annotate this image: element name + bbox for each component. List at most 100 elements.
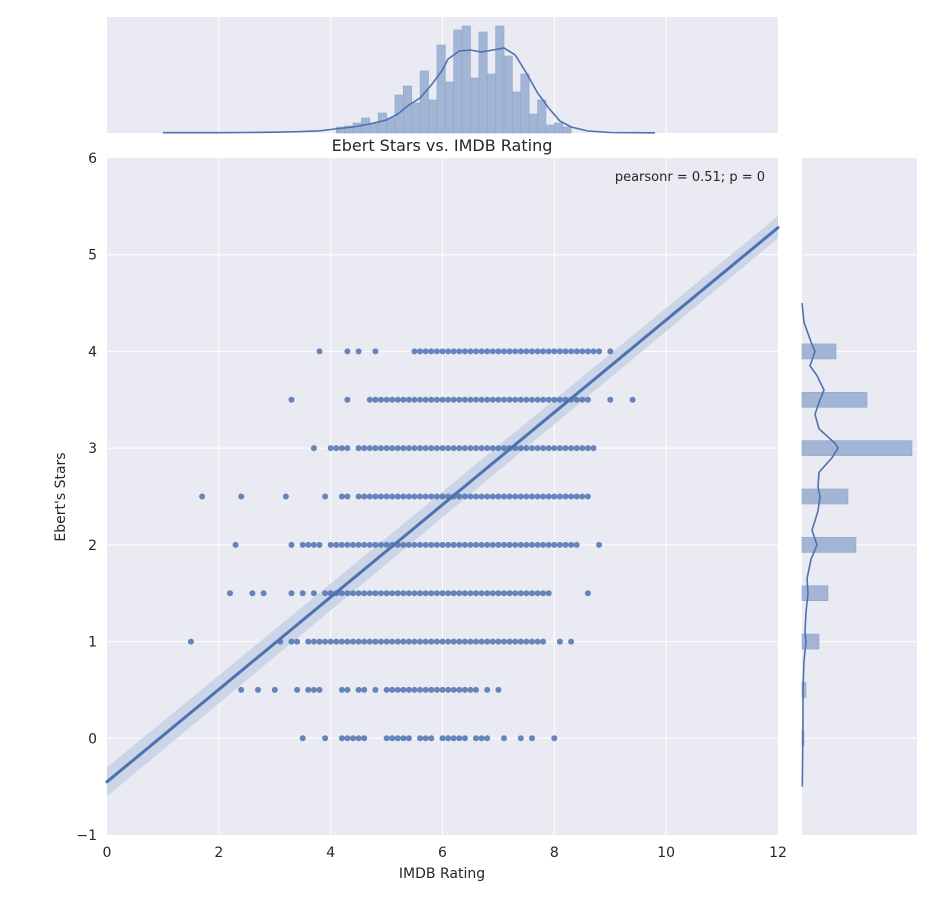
scatter-point xyxy=(372,445,379,452)
scatter-point xyxy=(456,396,463,403)
scatter-point xyxy=(584,348,591,355)
scatter-point xyxy=(523,541,530,548)
marginal-x-bar xyxy=(537,99,547,134)
scatter-point xyxy=(445,445,452,452)
scatter-point xyxy=(422,348,429,355)
marginal-y-bar xyxy=(801,343,837,360)
scatter-point xyxy=(473,348,479,355)
scatter-point xyxy=(489,445,496,452)
scatter-point xyxy=(501,445,507,452)
scatter-point xyxy=(389,638,396,645)
scatter-point xyxy=(584,445,591,452)
scatter-point xyxy=(405,445,412,452)
scatter-point xyxy=(506,541,513,548)
scatter-point xyxy=(355,735,362,742)
scatter-point xyxy=(501,590,507,597)
marginal-y-bar xyxy=(801,633,820,650)
scatter-point xyxy=(355,541,362,548)
scatter-point xyxy=(366,541,373,548)
x-tick-label: 8 xyxy=(550,845,559,861)
scatter-point xyxy=(584,590,591,597)
scatter-point xyxy=(461,348,468,355)
scatter-point xyxy=(478,735,485,742)
scatter-point xyxy=(372,638,379,645)
scatter-point xyxy=(523,638,530,645)
scatter-point xyxy=(467,493,474,500)
scatter-point xyxy=(361,735,368,742)
scatter-point xyxy=(540,493,547,500)
scatter-point xyxy=(534,590,541,597)
x-tick-label: 12 xyxy=(769,845,787,861)
scatter-point xyxy=(350,638,356,645)
scatter-point xyxy=(383,735,390,742)
scatter-point xyxy=(445,686,452,693)
scatter-point xyxy=(506,348,513,355)
scatter-point xyxy=(478,348,485,355)
scatter-point xyxy=(389,445,396,452)
scatter-point xyxy=(562,445,569,452)
scatter-point xyxy=(450,638,457,645)
scatter-point xyxy=(568,445,575,452)
scatter-point xyxy=(428,638,435,645)
scatter-point xyxy=(288,541,295,548)
scatter-point xyxy=(540,396,547,403)
scatter-point xyxy=(428,348,435,355)
scatter-point xyxy=(288,638,295,645)
scatter-point xyxy=(433,590,440,597)
scatter-point xyxy=(517,493,524,500)
scatter-point xyxy=(461,396,468,403)
scatter-point xyxy=(484,541,491,548)
scatter-point xyxy=(545,445,552,452)
scatter-point xyxy=(501,396,507,403)
scatter-point xyxy=(372,686,379,693)
scatter-point xyxy=(556,638,563,645)
scatter-point xyxy=(366,638,373,645)
scatter-point xyxy=(394,686,401,693)
scatter-point xyxy=(573,445,580,452)
scatter-point xyxy=(495,541,502,548)
scatter-point xyxy=(445,590,452,597)
scatter-point xyxy=(288,396,295,403)
scatter-point xyxy=(361,638,368,645)
scatter-point xyxy=(394,445,401,452)
scatter-point xyxy=(372,396,379,403)
marginal-y-panel xyxy=(801,158,917,835)
marginal-y-kde-line xyxy=(801,303,839,787)
scatter-point xyxy=(344,590,351,597)
scatter-point xyxy=(529,735,535,742)
scatter-point xyxy=(489,638,496,645)
marginal-x-bar xyxy=(386,117,396,134)
scatter-point xyxy=(501,638,507,645)
scatter-point xyxy=(366,396,373,403)
scatter-point xyxy=(411,590,418,597)
marginal-x-bar xyxy=(486,73,496,134)
scatter-point xyxy=(551,445,558,452)
scatter-point xyxy=(556,493,563,500)
scatter-point xyxy=(322,493,329,500)
scatter-point xyxy=(227,590,233,597)
scatter-point xyxy=(428,445,435,452)
scatter-point xyxy=(478,590,485,597)
scatter-point xyxy=(338,445,345,452)
scatter-point xyxy=(310,590,317,597)
scatter-point xyxy=(517,590,524,597)
scatter-point xyxy=(383,445,390,452)
scatter-point xyxy=(501,735,507,742)
scatter-point xyxy=(439,396,446,403)
scatter-point xyxy=(316,348,323,355)
scatter-point xyxy=(338,686,345,693)
scatter-point xyxy=(456,348,463,355)
scatter-point xyxy=(411,348,418,355)
scatter-point xyxy=(232,541,239,548)
scatter-point xyxy=(461,445,468,452)
y-tick-label: −1 xyxy=(76,828,97,844)
regression-line xyxy=(105,226,780,784)
marginal-x-bar xyxy=(470,77,480,134)
scatter-point xyxy=(467,590,474,597)
scatter-point xyxy=(517,396,524,403)
scatter-point xyxy=(478,445,485,452)
scatter-point xyxy=(501,493,507,500)
scatter-point xyxy=(333,638,340,645)
scatter-point xyxy=(579,493,586,500)
